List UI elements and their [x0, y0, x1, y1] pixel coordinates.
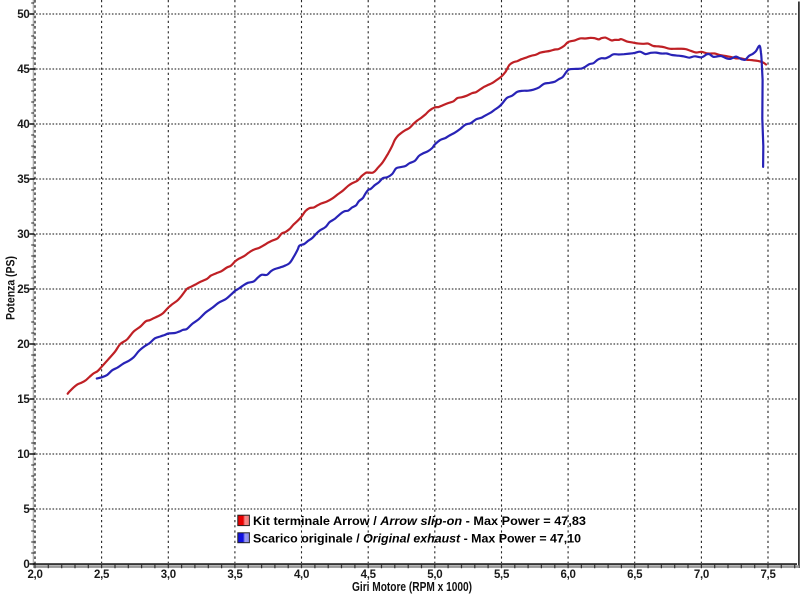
- svg-text:0: 0: [23, 559, 29, 571]
- svg-text:3,0: 3,0: [161, 569, 176, 581]
- svg-text:Potenza (PS): Potenza (PS): [6, 256, 18, 320]
- svg-text:2,0: 2,0: [27, 569, 42, 581]
- svg-text:15: 15: [17, 394, 30, 406]
- svg-text:4,5: 4,5: [361, 569, 377, 581]
- svg-text:30: 30: [17, 229, 29, 241]
- svg-text:Giri Motore (RPM x 1000): Giri Motore (RPM x 1000): [352, 579, 472, 594]
- svg-text:5: 5: [23, 504, 30, 516]
- svg-text:Scarico originale / Original e: Scarico originale / Original exhaust - M…: [253, 531, 581, 545]
- svg-text:45: 45: [17, 64, 30, 76]
- svg-text:2,5: 2,5: [94, 569, 110, 581]
- svg-text:10: 10: [17, 449, 29, 461]
- svg-text:4,0: 4,0: [294, 569, 309, 581]
- svg-text:7,5: 7,5: [760, 569, 776, 581]
- svg-text:5,0: 5,0: [427, 569, 442, 581]
- svg-text:5,5: 5,5: [494, 569, 510, 581]
- svg-text:6,0: 6,0: [561, 569, 576, 581]
- svg-text:25: 25: [17, 284, 30, 296]
- svg-text:3,5: 3,5: [227, 569, 243, 581]
- svg-text:20: 20: [17, 339, 29, 351]
- svg-text:50: 50: [17, 9, 29, 21]
- svg-text:35: 35: [17, 174, 30, 186]
- svg-text:7,0: 7,0: [694, 569, 709, 581]
- svg-text:Kit terminale Arrow / Arrow sl: Kit terminale Arrow / Arrow slip-on - Ma…: [253, 514, 586, 528]
- svg-text:40: 40: [17, 119, 29, 131]
- svg-text:6,5: 6,5: [627, 569, 643, 581]
